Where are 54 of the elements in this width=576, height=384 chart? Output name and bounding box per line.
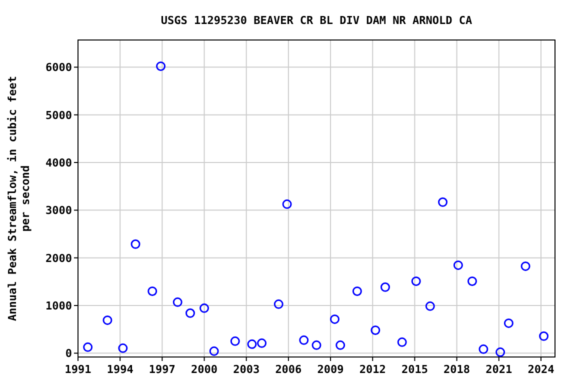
point bbox=[118, 343, 128, 353]
x-tick-label: 1997 bbox=[148, 363, 176, 376]
point bbox=[453, 260, 463, 270]
x-tick-label: 2018 bbox=[444, 363, 470, 376]
point bbox=[148, 286, 158, 296]
y-tick-label: 0 bbox=[65, 347, 72, 360]
y-tick-label: 2000 bbox=[46, 252, 72, 265]
point bbox=[156, 61, 166, 71]
point bbox=[397, 337, 407, 347]
y-tick-label: 3000 bbox=[46, 204, 72, 218]
point bbox=[172, 297, 182, 307]
point bbox=[504, 318, 514, 328]
point bbox=[312, 340, 322, 350]
point bbox=[247, 339, 257, 349]
y-tick-label: 5000 bbox=[46, 108, 72, 122]
point bbox=[425, 301, 435, 311]
point bbox=[380, 282, 390, 292]
point bbox=[496, 347, 506, 357]
x-tick-label: 1994 bbox=[106, 363, 134, 376]
point bbox=[478, 344, 488, 354]
point bbox=[274, 299, 284, 309]
x-tick-label: 1991 bbox=[64, 363, 92, 376]
y-tick-label: 1000 bbox=[46, 300, 72, 313]
point bbox=[438, 197, 448, 207]
y-axis-title: Annual Peak Streamflow, in cubic feet per second bbox=[6, 76, 32, 322]
point bbox=[185, 308, 195, 318]
point bbox=[282, 199, 292, 209]
point bbox=[130, 239, 140, 249]
chart-title: USGS 11295230 BEAVER CR BL DIV DAM NR ARNOLD CA bbox=[160, 14, 473, 27]
point bbox=[352, 286, 362, 296]
point bbox=[102, 315, 112, 325]
x-tick-label: 2021 bbox=[486, 363, 512, 376]
point bbox=[370, 325, 380, 335]
y-tick-label: 4000 bbox=[46, 156, 72, 170]
x-tick-label: 2012 bbox=[359, 363, 386, 376]
point bbox=[336, 340, 346, 350]
y-tick-label: 6000 bbox=[46, 61, 72, 74]
point bbox=[257, 338, 267, 348]
point bbox=[83, 342, 93, 352]
x-tick-label: 2024 bbox=[528, 363, 555, 376]
x-tick-label: 2006 bbox=[275, 363, 302, 376]
x-tick-label: 2009 bbox=[317, 363, 344, 376]
point bbox=[539, 331, 549, 341]
point bbox=[330, 314, 340, 324]
x-tick-label: 2015 bbox=[401, 363, 428, 376]
point bbox=[411, 276, 421, 286]
point bbox=[230, 336, 240, 346]
x-tick-label: 2000 bbox=[191, 363, 218, 376]
point bbox=[467, 276, 477, 286]
x-tick-label: 2003 bbox=[233, 363, 260, 376]
point bbox=[200, 303, 210, 313]
point bbox=[209, 346, 219, 356]
point bbox=[299, 335, 309, 345]
point bbox=[520, 261, 530, 271]
